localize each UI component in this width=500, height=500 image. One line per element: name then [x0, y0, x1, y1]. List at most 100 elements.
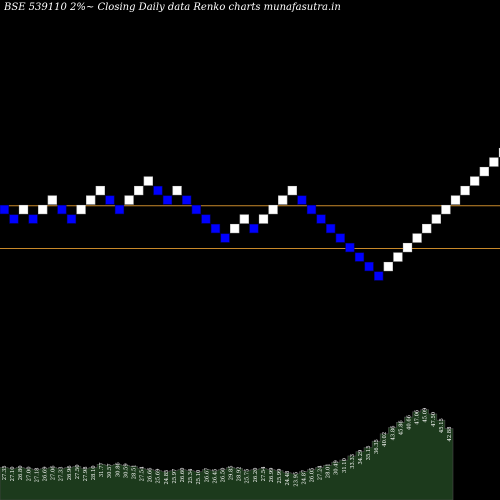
price-label: 27.18: [34, 468, 40, 483]
down-brick: [335, 233, 345, 243]
down-brick: [182, 195, 192, 205]
price-label: 26.96: [67, 465, 73, 480]
price-label: 23.95: [293, 472, 299, 487]
price-label: 26.60: [180, 468, 186, 483]
up-brick: [441, 204, 451, 215]
price-label: 34.29: [358, 450, 364, 465]
up-brick: [86, 195, 96, 205]
price-labels-group: 27.35 27.10 26.80 27.00 27.18 26.69 27.06 27.33…: [2, 408, 453, 487]
price-label: 25.99: [277, 469, 283, 484]
price-label: 26.05: [309, 468, 315, 483]
up-brick: [460, 185, 470, 196]
price-label: 27.98: [83, 467, 89, 482]
price-label: 27.50: [75, 464, 81, 479]
price-label: 47.50: [431, 412, 437, 427]
down-brick: [306, 204, 317, 215]
price-label: 45.86: [398, 420, 404, 435]
price-label: 27.54: [140, 466, 146, 482]
price-label: 26.67: [204, 468, 210, 483]
price-label: 27.33: [59, 467, 65, 482]
chart-title: BSE 539110 2%~ Closing Daily data Renko …: [4, 2, 341, 13]
down-brick: [28, 214, 38, 224]
up-brick: [450, 195, 461, 205]
price-label: 24.48: [285, 471, 291, 486]
up-brick: [76, 204, 86, 215]
up-brick: [47, 195, 57, 205]
price-label: 30.59: [123, 463, 129, 478]
up-brick: [479, 166, 489, 177]
down-brick: [249, 223, 259, 234]
price-label: 26.69: [42, 467, 48, 482]
down-brick: [66, 214, 77, 224]
price-label: 28.10: [91, 465, 97, 480]
down-brick: [105, 195, 115, 205]
price-label: 27.54: [261, 466, 267, 482]
price-label: 45.15: [439, 418, 445, 433]
up-brick: [143, 176, 153, 186]
price-label: 42.88: [447, 427, 453, 442]
price-label: 26.80: [18, 465, 24, 480]
price-label: 31.10: [342, 458, 348, 473]
price-label: 30.49: [334, 460, 340, 475]
volume-area-group: [0, 409, 454, 500]
up-brick: [268, 204, 278, 215]
price-label: 45.09: [423, 408, 429, 423]
up-brick: [470, 176, 480, 186]
price-label: 26.45: [212, 469, 218, 484]
price-label: 30.86: [115, 462, 121, 477]
price-label: 28.01: [326, 463, 332, 478]
price-label: 28.51: [131, 464, 137, 479]
price-label: 25.75: [245, 469, 251, 484]
price-label: 24.87: [301, 470, 307, 485]
price-label: 26.20: [253, 468, 259, 483]
price-label: 28.92: [237, 467, 243, 482]
up-brick: [124, 195, 134, 205]
up-brick: [402, 242, 413, 253]
down-brick: [345, 242, 355, 253]
down-brick: [354, 252, 365, 262]
price-label: 24.85: [164, 470, 170, 485]
down-brick: [297, 195, 307, 205]
bricks-group: [0, 147, 500, 281]
down-brick: [162, 195, 173, 205]
up-brick: [258, 214, 269, 224]
price-label: 36.35: [374, 439, 380, 454]
price-label: 33.33: [350, 454, 356, 469]
price-label: 40.02: [382, 432, 388, 447]
price-label: 27.06: [51, 465, 57, 480]
down-brick: [114, 204, 125, 215]
down-brick: [210, 223, 221, 234]
up-brick: [393, 252, 403, 262]
down-brick: [0, 204, 9, 215]
down-brick: [374, 271, 384, 281]
up-brick: [95, 185, 105, 196]
up-brick: [134, 185, 144, 196]
price-label: 26.50: [220, 468, 226, 483]
down-brick: [326, 223, 336, 234]
price-label: 25.97: [172, 469, 178, 484]
down-brick: [316, 214, 326, 224]
up-brick: [383, 261, 393, 272]
price-label: 29.85: [229, 465, 235, 480]
up-brick: [18, 204, 29, 215]
price-label: 26.99: [269, 468, 275, 483]
up-brick: [412, 233, 422, 243]
up-brick: [172, 185, 182, 196]
up-brick: [489, 157, 499, 167]
down-brick: [220, 233, 230, 243]
price-label: 25.10: [196, 470, 202, 485]
price-label: 27.35: [2, 465, 8, 480]
price-label: 47.06: [415, 410, 421, 425]
price-label: 31.77: [99, 462, 105, 477]
up-brick: [287, 185, 297, 196]
price-label: 35.15: [366, 446, 372, 461]
up-brick: [431, 214, 441, 224]
up-brick: [38, 204, 48, 215]
price-label: 27.10: [10, 467, 16, 482]
price-label: 25.34: [188, 468, 194, 484]
up-brick: [239, 214, 249, 224]
down-brick: [9, 214, 19, 224]
down-brick: [153, 185, 163, 196]
